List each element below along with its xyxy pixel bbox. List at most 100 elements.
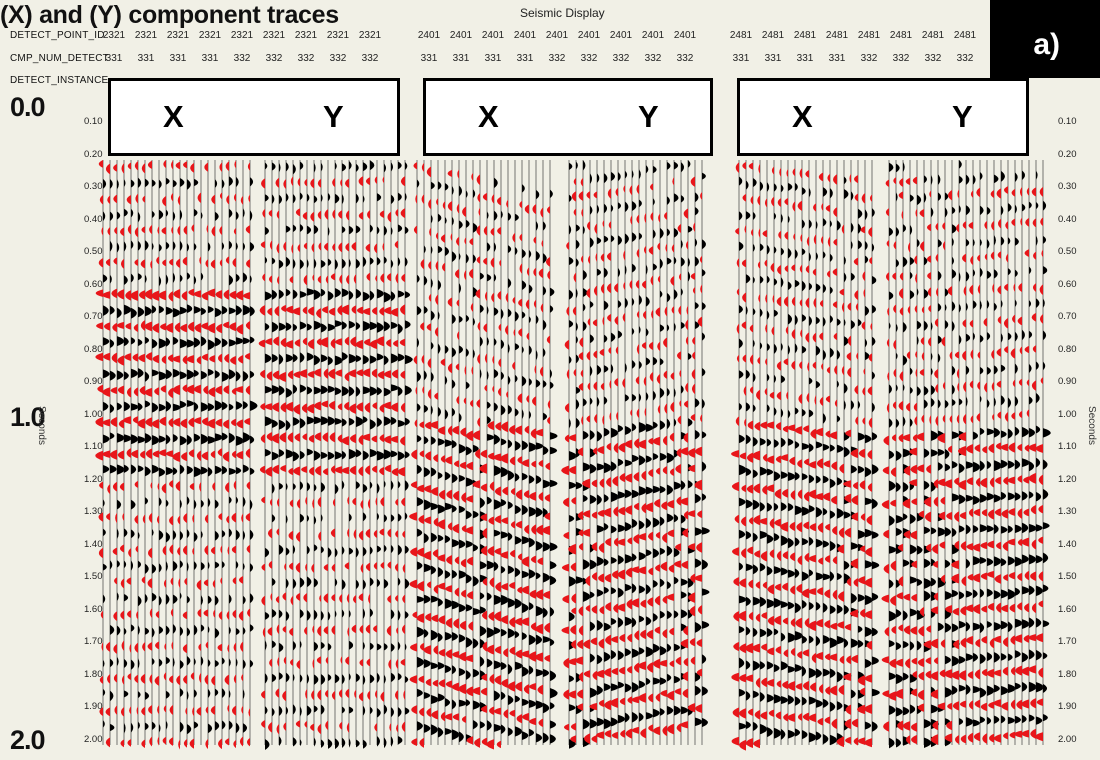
positive-lobe (644, 212, 646, 224)
negative-lobe (293, 163, 296, 175)
positive-lobe (765, 293, 767, 304)
positive-lobe (977, 381, 980, 391)
positive-lobe (495, 421, 501, 431)
positive-lobe (351, 624, 356, 634)
negative-lobe (802, 219, 805, 229)
negative-lobe (173, 624, 176, 634)
negative-lobe (543, 572, 551, 583)
negative-lobe (1022, 652, 1029, 663)
negative-lobe (222, 465, 228, 475)
negative-lobe (604, 267, 608, 278)
positive-lobe (325, 689, 328, 698)
positive-lobe (121, 163, 124, 174)
positive-lobe (168, 417, 173, 428)
negative-lobe (851, 240, 853, 250)
positive-lobe (138, 290, 145, 300)
positive-lobe (898, 400, 903, 411)
positive-lobe (631, 598, 639, 608)
negative-lobe (138, 177, 142, 189)
positive-lobe (491, 292, 494, 303)
negative-lobe (987, 299, 990, 309)
positive-lobe (596, 669, 604, 679)
negative-lobe (1015, 618, 1023, 628)
negative-lobe (124, 560, 127, 569)
positive-lobe (924, 511, 931, 523)
negative-lobe (314, 483, 317, 492)
negative-lobe (550, 446, 558, 455)
negative-lobe (667, 228, 670, 237)
negative-lobe (543, 221, 546, 231)
negative-lobe (674, 289, 678, 300)
negative-lobe (208, 368, 214, 376)
negative-lobe (653, 421, 658, 430)
negative-lobe (356, 579, 359, 590)
negative-lobe (739, 625, 745, 634)
negative-lobe (966, 365, 970, 375)
negative-lobe (459, 443, 466, 454)
negative-lobe (480, 497, 485, 509)
positive-lobe (105, 641, 110, 652)
positive-lobe (656, 373, 660, 385)
negative-lobe (802, 314, 807, 322)
positive-lobe (289, 275, 293, 284)
negative-lobe (293, 323, 298, 332)
negative-lobe (952, 685, 958, 696)
positive-lobe (204, 674, 208, 686)
positive-lobe (526, 332, 529, 341)
negative-lobe (522, 731, 529, 740)
negative-lobe (702, 493, 707, 502)
positive-lobe (338, 689, 342, 699)
negative-lobe (103, 528, 106, 537)
negative-lobe (590, 173, 593, 185)
positive-lobe (1001, 604, 1008, 613)
negative-lobe (788, 438, 794, 446)
positive-lobe (563, 497, 569, 508)
positive-lobe (471, 172, 473, 181)
positive-lobe (462, 206, 466, 218)
positive-lobe (1004, 411, 1008, 423)
negative-lobe (459, 731, 464, 743)
positive-lobe (460, 589, 466, 598)
positive-lobe (806, 392, 809, 403)
positive-lobe (446, 555, 452, 565)
positive-lobe (793, 233, 795, 241)
negative-lobe (391, 416, 397, 426)
positive-lobe (784, 265, 788, 273)
negative-lobe (550, 560, 557, 570)
negative-lobe (1001, 205, 1004, 216)
positive-lobe (767, 615, 774, 626)
negative-lobe (802, 280, 806, 292)
positive-lobe (133, 323, 138, 333)
positive-lobe (1016, 699, 1022, 710)
positive-lobe (1003, 186, 1008, 194)
negative-lobe (342, 450, 347, 460)
negative-lobe (872, 275, 877, 285)
negative-lobe (917, 386, 921, 397)
negative-lobe (809, 732, 817, 743)
negative-lobe (314, 578, 318, 588)
negative-lobe (431, 595, 439, 603)
positive-lobe (117, 450, 124, 460)
positive-lobe (650, 183, 653, 191)
positive-lobe (891, 625, 896, 635)
negative-lobe (398, 161, 402, 170)
positive-lobe (824, 619, 830, 629)
positive-lobe (508, 424, 515, 436)
negative-lobe (321, 739, 325, 748)
positive-lobe (818, 557, 823, 565)
positive-lobe (226, 610, 229, 621)
positive-lobe (413, 162, 417, 170)
positive-lobe (679, 369, 681, 378)
negative-lobe (903, 224, 907, 233)
negative-lobe (321, 259, 326, 268)
negative-lobe (536, 605, 544, 617)
negative-lobe (980, 238, 982, 247)
negative-lobe (865, 721, 872, 730)
negative-lobe (816, 380, 821, 389)
positive-lobe (507, 681, 515, 692)
positive-lobe (618, 506, 625, 516)
positive-lobe (926, 625, 931, 633)
positive-lobe (142, 642, 145, 652)
positive-lobe (949, 351, 952, 360)
negative-lobe (781, 247, 785, 256)
